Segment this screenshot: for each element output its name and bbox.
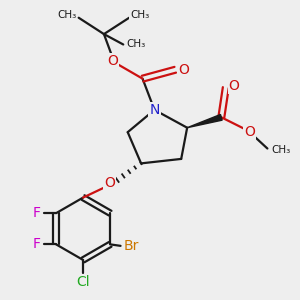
Text: F: F — [33, 237, 41, 251]
Text: O: O — [229, 79, 240, 93]
Text: O: O — [104, 176, 115, 190]
Text: F: F — [33, 206, 41, 220]
Text: N: N — [149, 103, 160, 117]
Text: Br: Br — [123, 239, 139, 253]
Text: O: O — [244, 125, 255, 139]
Text: CH₃: CH₃ — [126, 40, 146, 50]
Polygon shape — [187, 115, 222, 128]
Text: CH₃: CH₃ — [57, 11, 76, 20]
Text: CH₃: CH₃ — [271, 145, 290, 155]
Text: O: O — [107, 54, 118, 68]
Text: Cl: Cl — [76, 275, 90, 289]
Text: CH₃: CH₃ — [130, 11, 149, 20]
Text: O: O — [178, 63, 189, 77]
